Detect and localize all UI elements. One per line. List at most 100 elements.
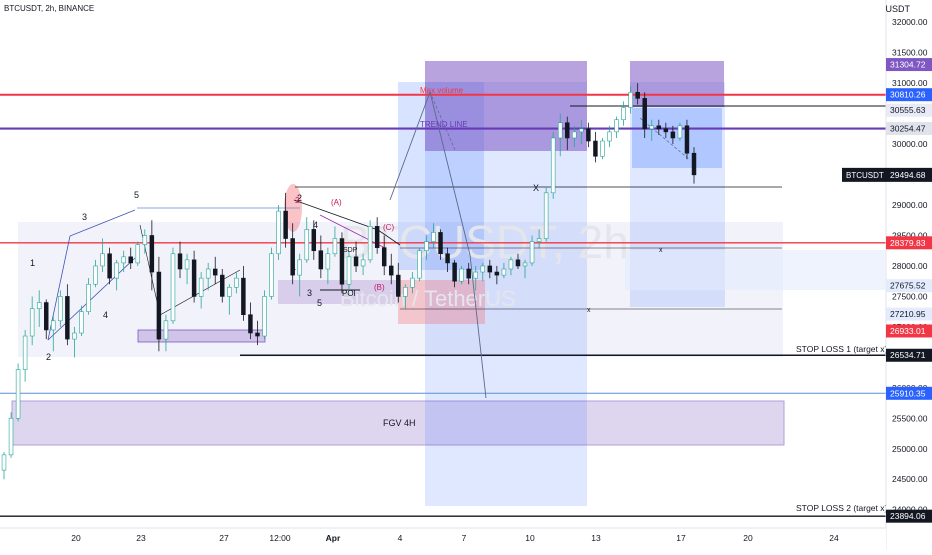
candle-body	[410, 277, 415, 288]
price-tick: 28500.00	[892, 230, 928, 240]
projection-dashed	[429, 91, 456, 151]
candle-body	[459, 268, 464, 282]
price-tag: 28379.83	[890, 238, 926, 248]
wave-label: 1	[30, 258, 35, 268]
candle-body	[649, 125, 654, 130]
candle-body	[579, 128, 584, 133]
candle	[156, 256, 162, 352]
candle	[283, 192, 288, 248]
candle-body	[593, 140, 598, 157]
candle	[191, 250, 197, 303]
candle	[15, 363, 21, 422]
price-tag-bg	[886, 324, 932, 338]
candle-body	[15, 369, 21, 419]
stop-loss-1-label: STOP LOSS 1 (target x)	[796, 344, 888, 354]
candle-body	[135, 244, 141, 264]
time-tick: 27	[219, 533, 229, 543]
time-tick: 10	[525, 533, 535, 543]
sdp-label: SDP	[343, 247, 358, 254]
price-tag-bg	[886, 307, 932, 321]
candle-body	[325, 253, 331, 270]
candle-body	[663, 128, 669, 133]
candle	[543, 186, 549, 242]
candle-body	[177, 253, 183, 270]
candle	[522, 259, 528, 279]
candle-body	[72, 332, 77, 340]
candle	[649, 119, 654, 142]
candle-body	[163, 320, 169, 340]
candle	[459, 265, 464, 285]
candle-body	[438, 232, 443, 255]
price-tag-bg	[886, 236, 932, 250]
candle	[374, 217, 380, 254]
candle	[360, 253, 366, 276]
price-tag: 26933.01	[890, 326, 926, 336]
price-tag-bg	[886, 348, 932, 362]
candle-body	[445, 253, 450, 264]
time-tick: 20	[71, 533, 81, 543]
price-tag-bg	[886, 386, 932, 400]
candle-body	[332, 238, 338, 255]
candle-body	[220, 274, 225, 297]
candle	[212, 256, 218, 285]
candle	[304, 217, 309, 263]
wave-label: 4	[313, 220, 318, 230]
candle	[445, 247, 450, 273]
candle-body	[360, 259, 366, 267]
abc-line	[319, 214, 386, 249]
candle-body	[311, 229, 317, 252]
candle	[262, 290, 267, 340]
candle	[311, 220, 317, 260]
candle-body	[635, 91, 640, 99]
candle-body	[212, 268, 218, 276]
time-axis-bg	[0, 528, 886, 550]
wave-label: 5	[317, 298, 322, 308]
candle	[367, 220, 373, 263]
blue-zone-3-inner	[632, 108, 722, 168]
abc-label: (C)	[383, 223, 394, 232]
candle	[297, 253, 302, 297]
candle	[586, 122, 591, 148]
time-tick: 13	[591, 533, 601, 543]
candle	[621, 101, 626, 126]
candle-body	[501, 268, 507, 276]
wave-label: 3	[307, 288, 312, 298]
price-tag: 23894.06	[890, 511, 926, 521]
candle	[480, 262, 486, 282]
candle	[593, 131, 598, 163]
candle-body	[691, 152, 697, 176]
candle-body	[487, 265, 493, 273]
symbol-title: BTCUSDT, 2h, BINANCE	[4, 4, 95, 13]
candle-body	[93, 265, 98, 285]
candle-body	[234, 277, 239, 288]
candle-body	[262, 296, 267, 337]
candle	[353, 241, 359, 273]
candle	[269, 247, 274, 300]
candle	[86, 278, 91, 315]
price-tag: 30254.47	[890, 124, 926, 134]
candle-body	[149, 235, 155, 273]
candle-body	[121, 256, 126, 264]
price-tick: 25500.00	[892, 413, 928, 423]
candle-body	[29, 308, 35, 337]
candle-body	[198, 277, 204, 297]
candle	[276, 205, 281, 260]
candle	[529, 235, 535, 266]
time-tick: 24	[829, 533, 839, 543]
price-tag-bg	[886, 509, 932, 523]
candle-body	[142, 235, 148, 245]
candle	[684, 119, 690, 160]
candle	[410, 272, 415, 294]
candle-body	[65, 296, 70, 340]
candle-body	[8, 418, 14, 456]
candle-body	[205, 268, 211, 279]
candle-body	[543, 192, 549, 239]
candle-body	[128, 256, 133, 264]
candle	[198, 272, 204, 309]
candle-body	[466, 268, 471, 279]
time-tick: 17	[676, 533, 686, 543]
wave-label: 5	[134, 190, 139, 200]
candle	[107, 247, 112, 285]
